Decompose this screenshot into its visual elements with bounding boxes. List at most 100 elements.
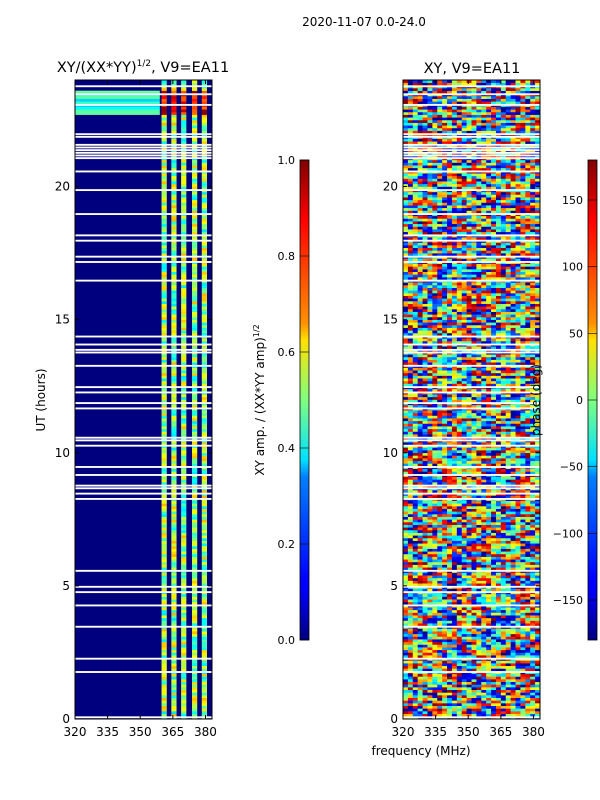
amp-cell	[181, 636, 187, 640]
phase-cell	[471, 575, 477, 579]
phase-cell	[466, 431, 472, 435]
phase-cell	[456, 711, 463, 714]
amp-cell	[171, 460, 177, 464]
phase-cell	[407, 463, 414, 467]
phase-cell	[520, 695, 526, 698]
amp-flagged-row	[75, 133, 212, 136]
phase-cell	[515, 479, 521, 483]
amp-cell	[191, 532, 198, 536]
amp-cell	[161, 181, 167, 185]
phase-cell	[535, 543, 541, 547]
phase-cell	[486, 388, 492, 392]
amp-cell	[181, 274, 187, 278]
phase-cell	[451, 623, 458, 627]
phase-cell	[500, 615, 507, 619]
phase-cell	[437, 553, 443, 557]
phase-cell	[515, 415, 521, 419]
phase-cell	[505, 689, 511, 693]
phase-cell	[510, 476, 516, 480]
phase-cell	[510, 583, 516, 587]
phase-cell	[481, 631, 487, 635]
phase-cell	[476, 412, 482, 416]
phase-cell	[471, 628, 477, 632]
phase-cell	[530, 380, 536, 384]
phase-cell	[491, 415, 497, 419]
phase-cell	[403, 383, 409, 387]
phase-cell	[437, 524, 443, 528]
phase-cell	[525, 426, 531, 430]
phase-cell	[417, 420, 423, 424]
amp-cell	[191, 711, 198, 714]
phase-cell	[422, 524, 428, 528]
phase-cell	[495, 540, 502, 544]
phase-cell	[442, 540, 448, 544]
phase-cell	[520, 668, 526, 672]
phase-cell	[403, 431, 409, 435]
phase-cell	[510, 434, 516, 438]
phase-cell	[515, 434, 521, 438]
phase-cell	[447, 668, 453, 672]
phase-cell	[432, 631, 438, 635]
phase-cell	[471, 516, 477, 520]
phase-cell	[461, 700, 467, 704]
phase-cell	[466, 553, 472, 557]
phase-cell	[417, 431, 423, 435]
phase-cell	[525, 660, 531, 664]
phase-cell	[422, 583, 428, 587]
phase-cell	[515, 412, 521, 416]
phase-cell	[495, 617, 502, 621]
phase-cell	[530, 426, 536, 430]
phase-cell	[422, 388, 428, 392]
amp-flagged-row	[75, 348, 212, 351]
phase-cell	[515, 572, 521, 576]
phase-cell	[481, 455, 487, 459]
phase-cell	[403, 543, 409, 547]
phase-cell	[451, 708, 458, 712]
amp-cell	[171, 226, 177, 230]
phase-cell	[510, 370, 516, 374]
amp-cell	[201, 167, 207, 171]
phase-cell	[407, 431, 414, 435]
phase-cell	[427, 641, 433, 645]
phase-cell	[407, 372, 414, 376]
phase-cell	[476, 711, 482, 714]
amp-cell	[201, 308, 207, 312]
amp-flagged-row	[75, 234, 212, 237]
amp-colorbar-tick-label: 0.4	[278, 442, 296, 455]
phase-cell	[456, 663, 463, 667]
phase-cell	[461, 508, 467, 512]
phase-cell	[407, 513, 414, 517]
phase-cell	[471, 537, 477, 541]
phase-cell	[530, 524, 536, 528]
amp-cell	[191, 119, 198, 123]
phase-cell	[510, 599, 516, 603]
amp-cell	[181, 564, 187, 568]
phase-cell	[422, 527, 428, 531]
phase-cell	[466, 623, 472, 627]
phase-cell	[471, 609, 477, 613]
phase-cell	[510, 410, 516, 414]
amp-cell	[201, 109, 207, 113]
amp-cell	[201, 354, 207, 358]
phase-cell	[437, 583, 443, 587]
phase-cell	[407, 636, 414, 640]
phase-cell	[447, 428, 453, 432]
phase-cell	[437, 529, 443, 533]
phase-cell	[510, 553, 516, 557]
phase-cell	[515, 463, 521, 467]
phase-cell	[447, 463, 453, 467]
phase-cell	[530, 609, 536, 613]
phase-cell	[442, 495, 448, 499]
phase-cell	[520, 420, 526, 424]
phase-cell	[422, 540, 428, 544]
amp-cell	[171, 617, 177, 621]
phase-cell	[422, 655, 428, 659]
phase-cell	[500, 519, 507, 523]
phase-cell	[407, 452, 414, 456]
amp-cell	[171, 263, 177, 267]
amp-cell	[201, 218, 207, 222]
phase-cell	[476, 458, 482, 462]
phase-cell	[442, 596, 448, 600]
phase-cell	[510, 447, 516, 451]
phase-cell	[427, 561, 433, 565]
